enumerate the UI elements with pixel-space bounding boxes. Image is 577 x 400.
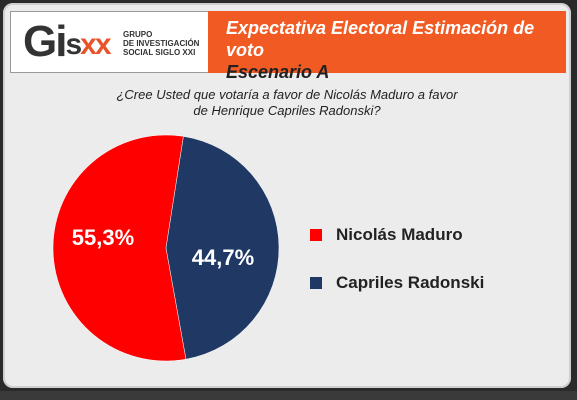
logo-mark-xx: xx	[80, 28, 111, 61]
legend-swatch-capriles	[310, 277, 322, 289]
pie-slice	[165, 136, 280, 360]
pie-slice-label: 55,3%	[72, 225, 134, 250]
logo-mark: Gisxx	[23, 16, 112, 71]
legend-label-capriles: Capriles Radonski	[336, 273, 485, 292]
logo-line: SOCIAL SIGLO XXI	[123, 48, 196, 57]
logo-line: GRUPO	[123, 30, 153, 39]
title-banner: Expectativa Electoral Estimación de voto…	[208, 11, 566, 82]
question-line-1: ¿Cree Usted que votaría a favor de Nicol…	[116, 87, 458, 102]
slide-frame: Gisxx GRUPO DE INVESTIGACIÓN SOCIAL SIGL…	[3, 3, 571, 388]
logo-mark-s: s	[65, 28, 82, 61]
pie-chart: 55,3% 44,7%	[52, 134, 280, 362]
question-line-2: de Henrique Capriles Radonski?	[193, 103, 381, 118]
title-line-2: Escenario A	[226, 62, 330, 82]
legend-swatch-maduro	[310, 229, 322, 241]
logo-subtitle: GRUPO DE INVESTIGACIÓN SOCIAL SIGLO XXI	[123, 30, 199, 57]
pie-slice-label: 44,7%	[192, 245, 254, 270]
logo-mark-gi: Gi	[23, 17, 67, 66]
title-line-1: Expectativa Electoral Estimación de voto	[226, 18, 535, 60]
pie-slice	[52, 134, 187, 362]
gisxx-logo: Gisxx GRUPO DE INVESTIGACIÓN SOCIAL SIGL…	[15, 16, 210, 68]
legend-item-capriles: Capriles Radonski	[310, 271, 484, 295]
logo-line: DE INVESTIGACIÓN	[123, 39, 200, 48]
legend-item-maduro: Nicolás Maduro	[310, 223, 463, 247]
header: Gisxx GRUPO DE INVESTIGACIÓN SOCIAL SIGL…	[10, 11, 566, 82]
footer-bar	[0, 391, 577, 400]
legend-label-maduro: Nicolás Maduro	[336, 225, 463, 244]
survey-question: ¿Cree Usted que votaría a favor de Nicol…	[3, 87, 571, 119]
